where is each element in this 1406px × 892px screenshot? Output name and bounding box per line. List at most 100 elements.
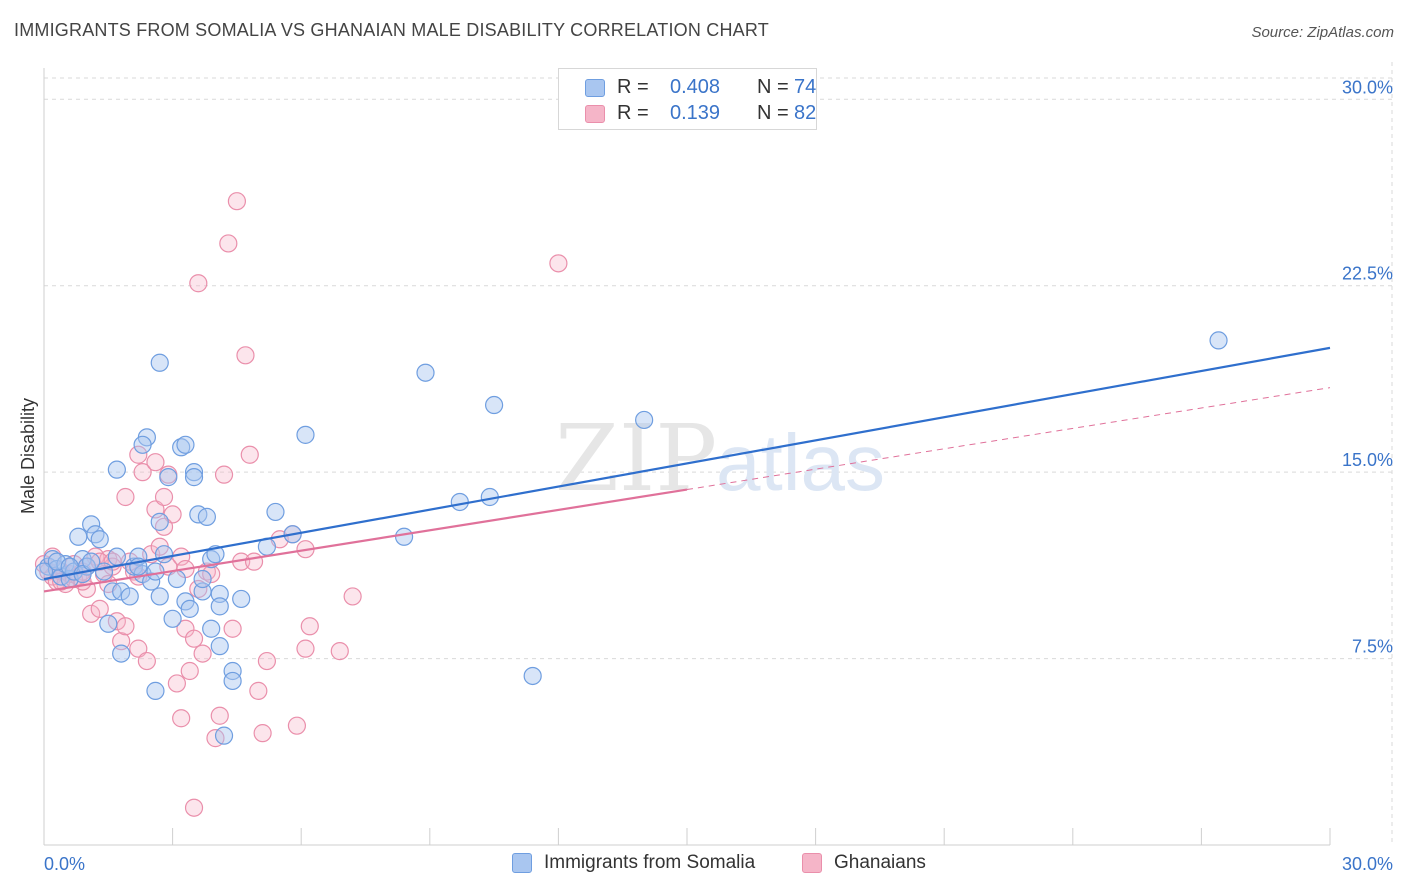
ghanaians-point	[343, 587, 362, 606]
ghanaians-point	[287, 716, 307, 735]
r-label: R =	[617, 102, 649, 124]
ghanaians-swatch	[802, 853, 822, 873]
somalia-point	[450, 492, 469, 512]
somalia-point	[214, 726, 234, 745]
somalia-point	[223, 661, 242, 681]
n-label: N =	[757, 76, 789, 98]
somalia-point	[296, 425, 315, 444]
somalia-point	[107, 460, 126, 479]
n-value: 82	[794, 102, 817, 124]
ghanaians-point	[330, 642, 349, 661]
somalia-point	[133, 435, 152, 454]
ghanaians-point	[240, 445, 259, 464]
somalia-point	[416, 363, 435, 382]
ghanaians-point	[253, 724, 272, 743]
y-tick-label: 22.5%	[1342, 264, 1393, 284]
ghanaians-point	[129, 445, 148, 464]
somalia-point	[69, 527, 88, 546]
somalia-point	[107, 547, 126, 566]
somalia-point	[82, 552, 101, 571]
ghanaians-point	[184, 798, 204, 817]
ghanaians-point	[219, 234, 238, 253]
ghanaians-trend-extension	[686, 387, 1331, 491]
somalia-point	[1209, 331, 1228, 350]
somalia-point	[197, 507, 216, 526]
somalia-point	[485, 395, 504, 415]
source-label: Source: ZipAtlas.com	[1251, 24, 1394, 41]
somalia-point	[82, 515, 101, 534]
ghanaians-point	[82, 604, 101, 623]
somalia-point	[34, 562, 54, 581]
somalia-point	[163, 609, 182, 628]
somalia-point	[90, 530, 109, 549]
ghanaians-point	[296, 639, 315, 658]
ghanaians-point	[189, 274, 208, 293]
ghanaians-point	[223, 619, 242, 638]
somalia-point	[210, 637, 229, 656]
somalia-swatch	[585, 79, 605, 97]
grid-lines	[44, 62, 1393, 845]
x-tick-label: 30.0%	[1342, 854, 1393, 874]
somalia-point	[193, 569, 212, 589]
ghanaians-point	[236, 346, 255, 365]
somalia-point	[223, 671, 242, 691]
chart-title: IMMIGRANTS FROM SOMALIA VS GHANAIAN MALE…	[14, 20, 769, 40]
ghanaians-point	[133, 463, 152, 482]
somalia-point	[184, 468, 204, 487]
somalia-trend-line	[43, 346, 1331, 581]
ghanaians-points	[34, 192, 568, 817]
somalia-point	[394, 527, 414, 546]
y-tick-label: 15.0%	[1342, 450, 1393, 470]
trend-lines	[43, 346, 1331, 593]
r-label: R =	[617, 76, 649, 98]
ghanaians-point	[180, 661, 199, 681]
somalia-point	[180, 599, 199, 618]
somalia-point	[150, 353, 169, 372]
ghanaians-swatch	[585, 105, 605, 123]
somalia-point	[523, 666, 542, 686]
somalia-point	[266, 502, 285, 522]
somalia-point	[167, 569, 186, 589]
somalia-point	[202, 619, 221, 638]
somalia-point	[120, 587, 139, 606]
somalia-point	[154, 545, 174, 564]
y-tick-label: 30.0%	[1342, 77, 1393, 97]
legend-label: Immigrants from Somalia	[544, 852, 756, 873]
y-axis-label: Male Disability	[18, 398, 38, 514]
ghanaians-point	[154, 487, 174, 507]
somalia-point	[232, 589, 251, 609]
ghanaians-point	[193, 644, 212, 663]
n-value: 74	[794, 76, 817, 98]
somalia-point	[184, 463, 204, 482]
somalia-point	[112, 644, 131, 663]
somalia-point	[159, 468, 178, 487]
ghanaians-point	[172, 709, 191, 728]
ghanaians-point	[116, 617, 135, 636]
ghanaians-point	[214, 465, 234, 484]
ghanaians-trend-line	[43, 488, 688, 593]
somalia-swatch	[512, 853, 532, 873]
somalia-point	[635, 410, 654, 430]
somalia-point	[150, 587, 169, 606]
y-tick-label: 7.5%	[1352, 637, 1393, 657]
n-label: N =	[757, 102, 789, 124]
somalia-point	[146, 681, 165, 700]
ghanaians-point	[129, 639, 148, 658]
ghanaians-point	[244, 552, 264, 571]
axes	[43, 68, 1331, 846]
ghanaians-point	[184, 629, 204, 648]
ghanaians-point	[116, 487, 135, 507]
r-value: 0.139	[669, 102, 721, 124]
somalia-point	[176, 435, 195, 454]
somalia-point	[150, 512, 169, 531]
ghanaians-point	[146, 453, 165, 472]
ghanaians-point	[90, 599, 109, 618]
somalia-point	[146, 562, 165, 581]
correlation-legend: R = 0.408 N = 74 R = 0.139 N = 82	[558, 68, 817, 130]
ghanaians-point	[112, 632, 131, 651]
somalia-point	[210, 584, 229, 604]
x-tick-label: 0.0%	[44, 854, 85, 874]
ghanaians-point	[257, 651, 277, 671]
ghanaians-point	[210, 706, 229, 725]
